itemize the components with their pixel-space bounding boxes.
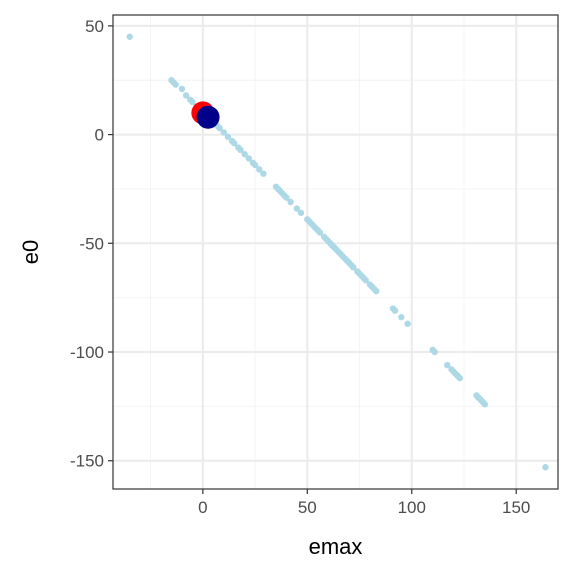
data-points [126, 33, 549, 471]
data-point [444, 361, 451, 369]
data-point [287, 198, 294, 206]
data-point [398, 314, 405, 321]
data-point [126, 33, 133, 40]
x-tick-label: 50 [298, 498, 317, 517]
data-point [251, 161, 259, 169]
data-point [481, 401, 489, 408]
data-point [172, 81, 179, 88]
data-point [241, 150, 248, 158]
minor-gridlines [113, 15, 558, 489]
major-gridlines [113, 15, 558, 489]
data-point [224, 133, 232, 140]
data-point [256, 166, 263, 173]
data-point [373, 287, 380, 295]
x-tick-label: 100 [398, 498, 426, 517]
data-point [362, 277, 369, 284]
y-tick-label: -100 [70, 343, 104, 362]
data-point [178, 85, 186, 93]
y-axis-ticks: 50 0 -50 -100 -150 [70, 17, 113, 471]
data-point [293, 205, 301, 212]
x-tick-label: 150 [502, 498, 530, 517]
data-point [260, 170, 267, 177]
y-tick-label: -150 [70, 452, 104, 471]
data-point [220, 129, 227, 136]
data-point [189, 98, 196, 106]
data-point [297, 209, 305, 217]
data-point [350, 264, 357, 271]
data-point [404, 320, 411, 327]
x-axis-ticks: 0 50 100 150 [198, 489, 530, 517]
data-point [316, 229, 324, 236]
y-tick-label: 0 [95, 126, 104, 145]
y-tick-label: -50 [79, 234, 104, 253]
data-point [216, 124, 223, 132]
data-point [391, 307, 399, 314]
panel-border [112, 14, 559, 490]
data-point [237, 146, 244, 154]
data-point [456, 374, 464, 382]
data-point [283, 194, 290, 201]
y-axis-title: e0 [18, 240, 43, 264]
data-point [182, 92, 190, 99]
x-tick-label: 0 [198, 498, 207, 517]
data-point [542, 464, 549, 471]
data-point [431, 348, 438, 356]
highlight-point-blue [196, 105, 220, 129]
y-tick-label: 50 [85, 17, 104, 36]
data-point [245, 155, 252, 162]
x-axis-title: emax [309, 534, 363, 559]
data-point [230, 140, 238, 147]
